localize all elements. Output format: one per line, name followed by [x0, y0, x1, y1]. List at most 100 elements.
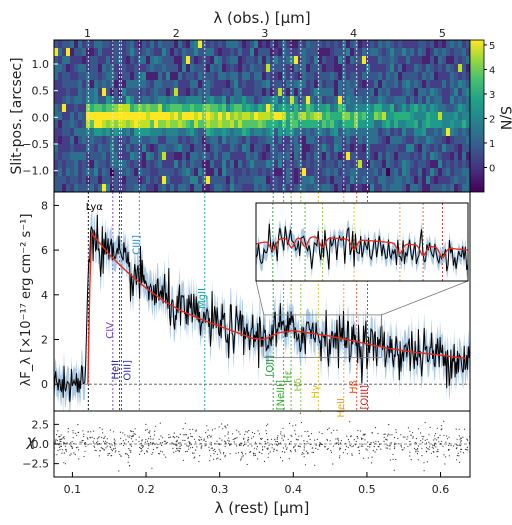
heatmap-cell [446, 56, 451, 65]
heatmap-cell [274, 104, 279, 113]
heatmap-cell [354, 104, 359, 113]
residual-point [134, 428, 136, 430]
heatmap-cell [426, 136, 431, 145]
residual-point [251, 437, 253, 439]
heatmap-cell [182, 152, 187, 161]
heatmap-cell [218, 80, 223, 89]
heatmap-cell [402, 120, 407, 129]
heatmap-cell [454, 40, 459, 49]
heatmap-cell [366, 136, 371, 145]
heatmap-cell [230, 48, 235, 57]
line-label: Hδ [293, 378, 304, 392]
residual-point [236, 445, 238, 447]
residual-point [95, 450, 97, 452]
residual-point [224, 435, 226, 437]
residual-point [303, 456, 305, 458]
residual-point [417, 428, 420, 430]
heatmap-cell [350, 176, 355, 185]
residual-point [205, 440, 207, 443]
heatmap-cell [102, 168, 107, 177]
heatmap-cell [310, 136, 315, 145]
heatmap-cell [82, 184, 87, 192]
residual-point [55, 434, 58, 436]
heatmap-cell [98, 152, 103, 161]
residual-point [402, 436, 404, 438]
heatmap-cell [462, 48, 467, 57]
heatmap-cell [98, 136, 103, 145]
heatmap-cell [382, 64, 387, 73]
heatmap-cell [170, 144, 175, 153]
heatmap-cell [298, 112, 303, 121]
heatmap-cell [406, 136, 411, 145]
heatmap-cell [318, 112, 323, 121]
residual-point [339, 455, 341, 457]
residual-point [235, 437, 237, 439]
residual-point [61, 449, 64, 451]
heatmap-cell [126, 120, 131, 129]
heatmap-cell [282, 72, 287, 81]
heatmap-cell [58, 104, 63, 113]
heatmap-cell [338, 112, 343, 121]
heatmap-cell [346, 144, 351, 153]
heatmap-cell [242, 64, 247, 73]
heatmap-cell [114, 168, 119, 177]
residual-point [193, 438, 196, 440]
residual-point [106, 438, 108, 440]
heatmap-cell [186, 112, 191, 121]
residual-point [73, 452, 75, 454]
heatmap-cell [98, 160, 103, 169]
heatmap-cell [138, 48, 143, 57]
line-label: CIV [105, 322, 116, 339]
heatmap-cell [122, 88, 127, 97]
heatmap-cell [106, 88, 111, 97]
heatmap-cell [374, 104, 379, 113]
heatmap-cell [358, 64, 363, 73]
colorbar-tick-label: 3 [489, 90, 495, 101]
heatmap-cell [78, 144, 83, 153]
heatmap-cell [458, 144, 463, 153]
heatmap-cell [278, 136, 283, 145]
heatmap-cell [214, 152, 219, 161]
residual-point [389, 459, 391, 461]
heatmap-cell [286, 128, 291, 137]
spectrum-model-line [87, 231, 467, 386]
heatmap-cell [258, 104, 263, 113]
heatmap-cell [226, 160, 231, 169]
heatmap-cell [466, 136, 470, 145]
heatmap-cell [410, 136, 415, 145]
residual-point [83, 455, 85, 458]
residual-point [335, 438, 337, 440]
residual-point [458, 428, 460, 430]
heatmap-cell [82, 168, 87, 177]
residual-point [172, 436, 174, 438]
heatmap-cell [366, 56, 371, 65]
heatmap-cell [434, 88, 439, 97]
residual-point [377, 445, 379, 448]
heatmap-cell [410, 40, 415, 49]
heatmap-cell [390, 176, 395, 185]
residual-point [188, 448, 190, 450]
heatmap-cell [106, 96, 111, 105]
colorbar-label: S/N [497, 106, 512, 130]
heatmap-cell [410, 144, 415, 153]
heatmap-cell [106, 128, 111, 137]
residual-point [295, 450, 297, 452]
residual-point [406, 438, 408, 440]
heatmap-cell [394, 160, 399, 169]
residual-point [172, 447, 174, 449]
heatmap-cell [334, 56, 339, 65]
heatmap-cell [434, 112, 439, 121]
heatmap-cell [78, 136, 83, 145]
heatmap-cell [238, 96, 243, 105]
heatmap-cell [362, 160, 367, 169]
heatmap-cell [202, 88, 207, 97]
heatmap-cell [358, 112, 363, 121]
heatmap-cell [262, 136, 267, 145]
residual-point [241, 456, 243, 458]
residual-point [239, 444, 241, 447]
residual-point [224, 456, 226, 458]
residual-point [304, 430, 306, 433]
heatmap-cell [442, 152, 447, 161]
heatmap-cell [310, 160, 315, 169]
heatmap-cell [166, 176, 171, 185]
